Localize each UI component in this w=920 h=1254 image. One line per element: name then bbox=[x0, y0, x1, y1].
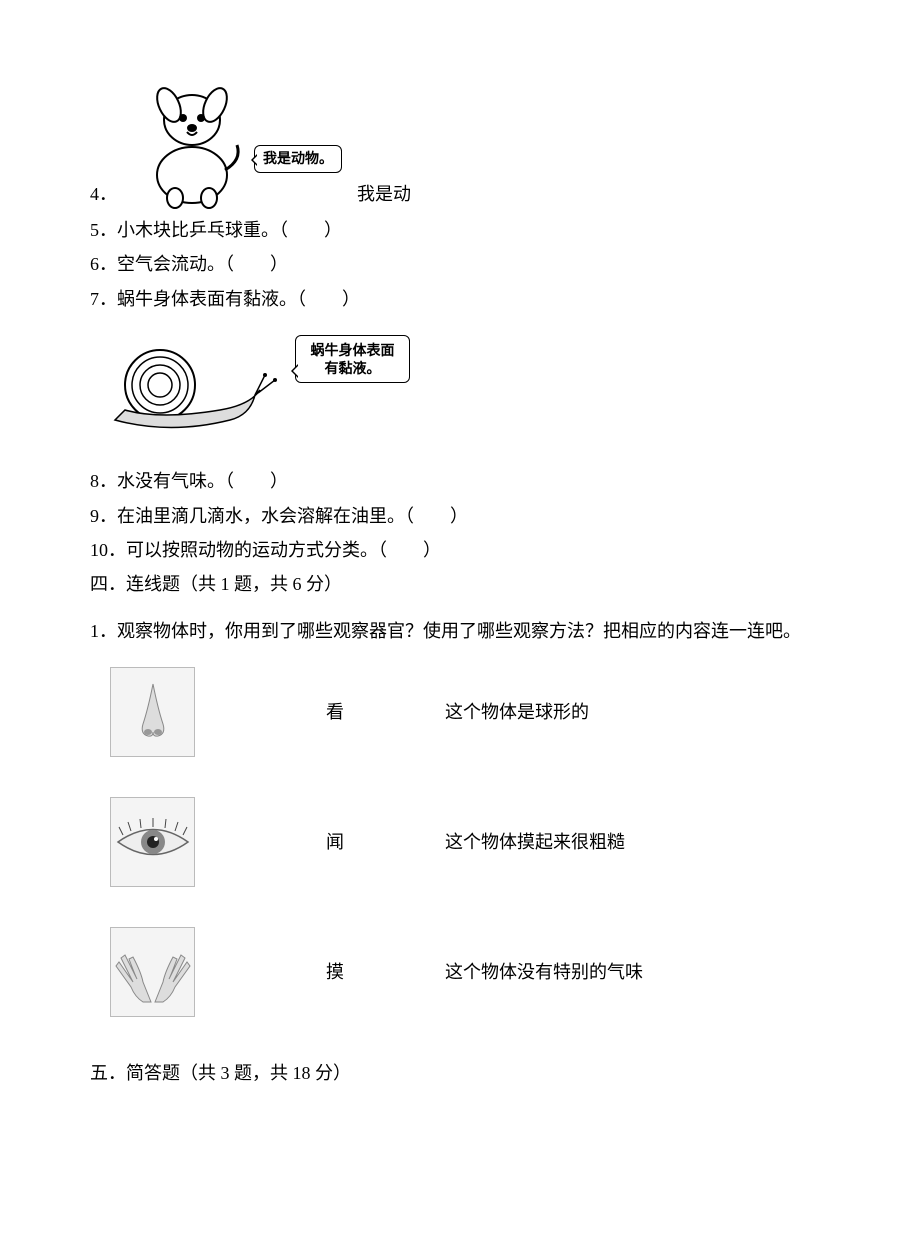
q4-trailing-text: 我是动 bbox=[357, 178, 411, 210]
question-7: 7．蜗牛身体表面有黏液。（ ） bbox=[90, 283, 830, 315]
match-verb-look: 看 bbox=[315, 696, 355, 728]
question-9: 9．在油里滴几滴水，水会溶解在油里。（ ） bbox=[90, 500, 830, 532]
eye-icon bbox=[113, 817, 193, 867]
eye-image bbox=[110, 797, 195, 887]
question-8: 8．水没有气味。（ ） bbox=[90, 465, 830, 497]
dog-speech-bubble: 我是动物。 bbox=[254, 145, 342, 173]
match-verb-smell: 闻 bbox=[315, 826, 355, 858]
section-4-question-1: 1．观察物体时，你用到了哪些观察器官？使用了哪些观察方法？把相应的内容连一连吧。 bbox=[90, 613, 830, 649]
dog-illustration: 我是动物。 bbox=[127, 60, 347, 210]
section-4-title: 四．连线题（共 1 题，共 6 分） bbox=[90, 568, 830, 600]
nose-image bbox=[110, 667, 195, 757]
nose-icon bbox=[118, 674, 188, 749]
hands-image bbox=[110, 927, 195, 1017]
match-row-hands: 摸 这个物体没有特别的气味 bbox=[90, 927, 830, 1017]
question-6: 6．空气会流动。（ ） bbox=[90, 248, 830, 280]
match-desc-rough: 这个物体摸起来很粗糙 bbox=[445, 826, 625, 858]
section-5-title: 五．简答题（共 3 题，共 18 分） bbox=[90, 1057, 830, 1089]
question-4: 4． 我是动物。 我是动 bbox=[90, 60, 830, 210]
match-verb-touch: 摸 bbox=[315, 956, 355, 988]
question-10: 10．可以按照动物的运动方式分类。（ ） bbox=[90, 534, 830, 566]
match-desc-nosmell: 这个物体没有特别的气味 bbox=[445, 956, 643, 988]
match-row-eye: 闻 这个物体摸起来很粗糙 bbox=[90, 797, 830, 887]
q4-number: 4． bbox=[90, 178, 117, 210]
dog-icon bbox=[137, 70, 267, 210]
snail-speech-bubble: 蜗牛身体表面有黏液。 bbox=[295, 335, 410, 383]
snail-icon bbox=[100, 335, 300, 445]
match-desc-sphere: 这个物体是球形的 bbox=[445, 696, 589, 728]
hands-icon bbox=[113, 937, 193, 1007]
snail-illustration: 蜗牛身体表面有黏液。 bbox=[100, 335, 410, 445]
match-row-nose: 看 这个物体是球形的 bbox=[90, 667, 830, 757]
question-5: 5．小木块比乒乓球重。（ ） bbox=[90, 214, 830, 246]
